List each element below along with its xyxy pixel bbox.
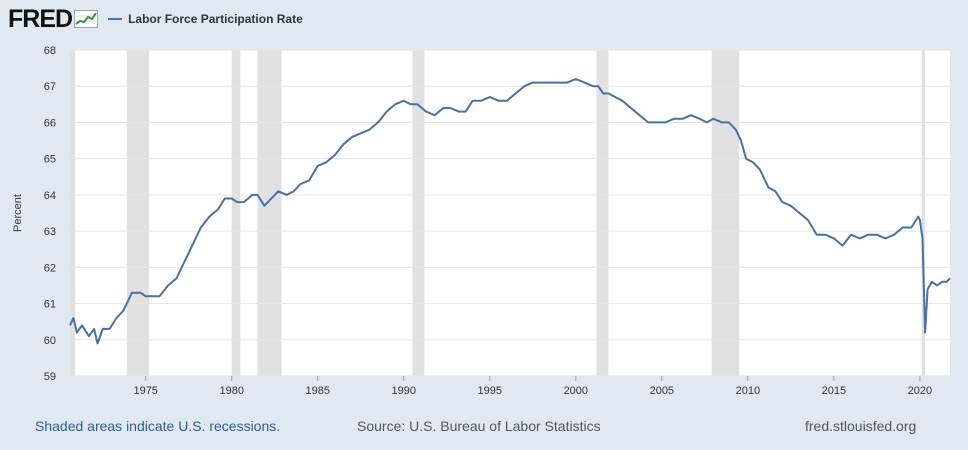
y-tick-label: 61 [44, 299, 56, 311]
x-tick-label: 1980 [219, 385, 243, 397]
y-tick-label: 64 [44, 190, 56, 202]
y-axis: 59 60 61 62 63 64 65 66 67 68 [44, 45, 56, 383]
series-layer [69, 78, 951, 345]
source-note[interactable]: Source: U.S. Bureau of Labor Statistics [357, 418, 601, 434]
y-tick-label: 59 [44, 371, 56, 383]
y-tick-label: 68 [44, 45, 56, 57]
fred-logo-text: FRED [8, 4, 73, 33]
x-tick-label: 2010 [736, 385, 760, 397]
y-tick-label: 67 [44, 81, 56, 93]
y-tick-label: 65 [44, 154, 56, 166]
fred-logo-graph-icon [74, 10, 99, 28]
y-tick-label: 66 [44, 117, 56, 129]
x-axis: 1975 1980 1985 1990 1995 2000 2005 2010 2015 2020 [133, 376, 932, 397]
plot-area [70, 50, 950, 376]
x-tick-label: 2000 [564, 385, 588, 397]
x-tick-label: 2020 [908, 385, 932, 397]
y-tick-label: 62 [44, 262, 56, 274]
series-line-0 [69, 78, 951, 345]
fred-logo[interactable]: FRED [8, 4, 99, 34]
legend-series-label: Labor Force Participation Rate [128, 12, 303, 26]
chart-header: FRED Labor Force Participation Rate [8, 4, 303, 34]
recession-band-2 [231, 50, 241, 376]
recession-band-3 [257, 50, 282, 376]
x-tick-label: 2015 [822, 385, 846, 397]
chart-legend: Labor Force Participation Rate [108, 12, 303, 26]
legend-line-swatch [108, 18, 123, 20]
recession-band-5 [596, 50, 609, 376]
x-tick-label: 1975 [133, 385, 157, 397]
recession-band-4 [412, 50, 425, 376]
recession-band-6 [711, 50, 740, 376]
site-link[interactable]: fred.stlouisfed.org [805, 418, 917, 434]
x-tick-label: 1990 [392, 385, 416, 397]
x-tick-label: 2005 [650, 385, 674, 397]
recession-band-7 [921, 50, 926, 376]
recession-note[interactable]: Shaded areas indicate U.S. recessions. [35, 418, 281, 434]
recession-band-0 [70, 50, 76, 376]
x-tick-label: 1985 [305, 385, 329, 397]
recession-band-1 [126, 50, 150, 376]
recession-bands [70, 50, 926, 376]
y-tick-label: 63 [44, 226, 56, 238]
x-tick-label: 1995 [478, 385, 502, 397]
y-tick-label: 60 [44, 335, 56, 347]
grid-lines [70, 49, 950, 377]
